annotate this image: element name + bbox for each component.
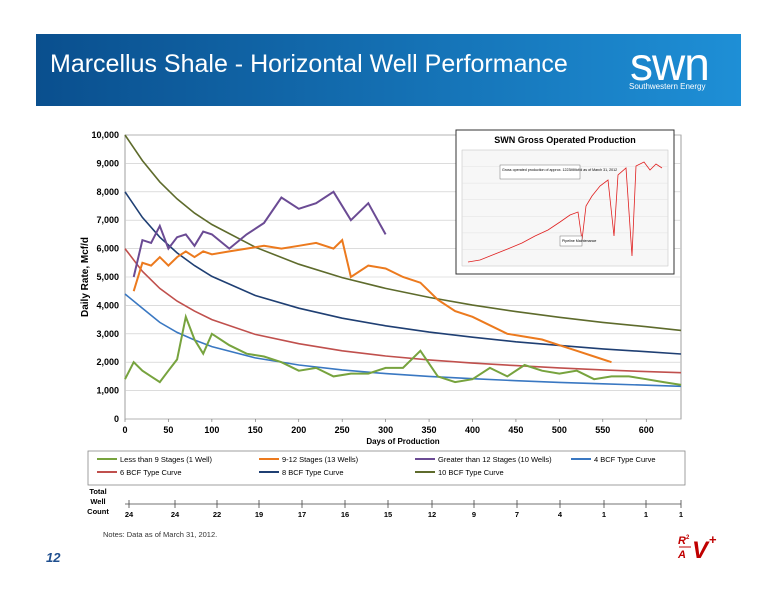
svg-text:V: V: [692, 537, 710, 564]
x-tick-label: 500: [552, 425, 567, 435]
svg-text:R: R: [678, 535, 686, 547]
legend-label: 10 BCF Type Curve: [438, 468, 504, 477]
swn-logo: swn: [630, 38, 710, 90]
well-count-value: 15: [384, 510, 392, 519]
notes-text: Notes: Data as of March 31, 2012.: [103, 530, 218, 539]
inset-title: SWN Gross Operated Production: [494, 135, 636, 145]
svg-text:2: 2: [686, 535, 690, 541]
legend-label: 6 BCF Type Curve: [120, 468, 182, 477]
x-tick-label: 250: [335, 425, 350, 435]
legend-label: Greater than 12 Stages (10 Wells): [438, 455, 552, 464]
y-tick-label: 3,000: [96, 329, 119, 339]
legend-label: Less than 9 Stages (1 Well): [120, 455, 212, 464]
y-tick-label: 2,000: [96, 357, 119, 367]
svg-text:A: A: [677, 549, 686, 561]
series-line-4: [124, 248, 682, 374]
inset-callout: Pipeline Maintenance: [562, 239, 596, 243]
well-count-label-well: Well: [90, 497, 105, 506]
x-axis-label: Days of Production: [366, 437, 439, 446]
y-axis-label: Daily Rate, Mcf/d: [80, 237, 91, 317]
legend-label: 9-12 Stages (13 Wells): [282, 455, 359, 464]
series-line-5: [124, 191, 682, 355]
y-tick-labels: 0 1,000 2,000 3,000 4,000 5,000 6,000 7,000 8,00…: [91, 130, 119, 424]
legend-label: 4 BCF Type Curve: [594, 455, 656, 464]
swn-logo-subtext: Southwestern Energy: [629, 82, 706, 91]
series-group: [124, 134, 682, 388]
y-tick-label: 4,000: [96, 300, 119, 310]
y-tick-label: 6,000: [96, 244, 119, 254]
x-tick-labels: 0 50 100 150 200 250 300 350 400 450 500 550 600: [122, 425, 653, 435]
inset-annotation: Gross operated production of approx. 122…: [502, 168, 617, 172]
well-count-row: Total Well Count 24 24 22 19 17 16 15 12 9 7 4 1 1 1: [87, 487, 683, 519]
well-count-value: 24: [171, 510, 180, 519]
well-count-value: 9: [472, 510, 476, 519]
y-tick-label: 0: [114, 414, 119, 424]
series-line-1: [132, 238, 612, 364]
series-line-6: [124, 134, 682, 332]
well-count-value: 1: [644, 510, 648, 519]
x-tick-label: 400: [465, 425, 480, 435]
x-tick-label: 100: [204, 425, 219, 435]
page-title: Marcellus Shale - Horizontal Well Perfor…: [50, 50, 568, 78]
legend-label: 8 BCF Type Curve: [282, 468, 344, 477]
x-tick-label: 0: [122, 425, 127, 435]
x-tick-label: 350: [422, 425, 437, 435]
well-count-value: 1: [679, 510, 683, 519]
well-count-value: 1: [602, 510, 606, 519]
x-tick-label: 50: [163, 425, 173, 435]
well-count-value: 17: [298, 510, 306, 519]
x-tick-label: 600: [639, 425, 654, 435]
well-count-value: 12: [428, 510, 436, 519]
inset-grid: [462, 149, 668, 267]
inset-production-line: [467, 161, 663, 263]
well-count-value: 22: [213, 510, 221, 519]
header-banner: [36, 34, 741, 106]
well-count-label-count: Count: [87, 507, 109, 516]
series-line-2: [132, 190, 387, 278]
x-tick-label: 150: [248, 425, 263, 435]
y-tick-label: 7,000: [96, 215, 119, 225]
y-tick-label: 5,000: [96, 272, 119, 282]
well-count-label-total: Total: [89, 487, 106, 496]
series-line-3: [124, 293, 682, 388]
y-tick-label: 10,000: [91, 130, 119, 140]
y-tick-label: 9,000: [96, 158, 119, 168]
well-count-value: 7: [515, 510, 519, 519]
x-tick-label: 450: [508, 425, 523, 435]
y-tick-label: 8,000: [96, 187, 119, 197]
y-tick-label: 1,000: [96, 386, 119, 396]
x-tick-label: 200: [291, 425, 306, 435]
series-line-0: [124, 313, 682, 386]
well-count-value: 4: [558, 510, 563, 519]
well-count-value: 24: [125, 510, 134, 519]
inset-chart: SWN Gross Operated Production Gross oper…: [455, 129, 675, 275]
x-tick-label: 550: [595, 425, 610, 435]
svg-text:+: +: [709, 532, 717, 547]
well-count-value: 19: [255, 510, 263, 519]
footer-logo: R 2 A V +: [677, 532, 717, 564]
well-count-value: 16: [341, 510, 349, 519]
legend: Less than 9 Stages (1 Well) 9-12 Stages (…: [87, 450, 686, 486]
x-tick-label: 300: [378, 425, 393, 435]
page-number: 12: [46, 550, 61, 565]
